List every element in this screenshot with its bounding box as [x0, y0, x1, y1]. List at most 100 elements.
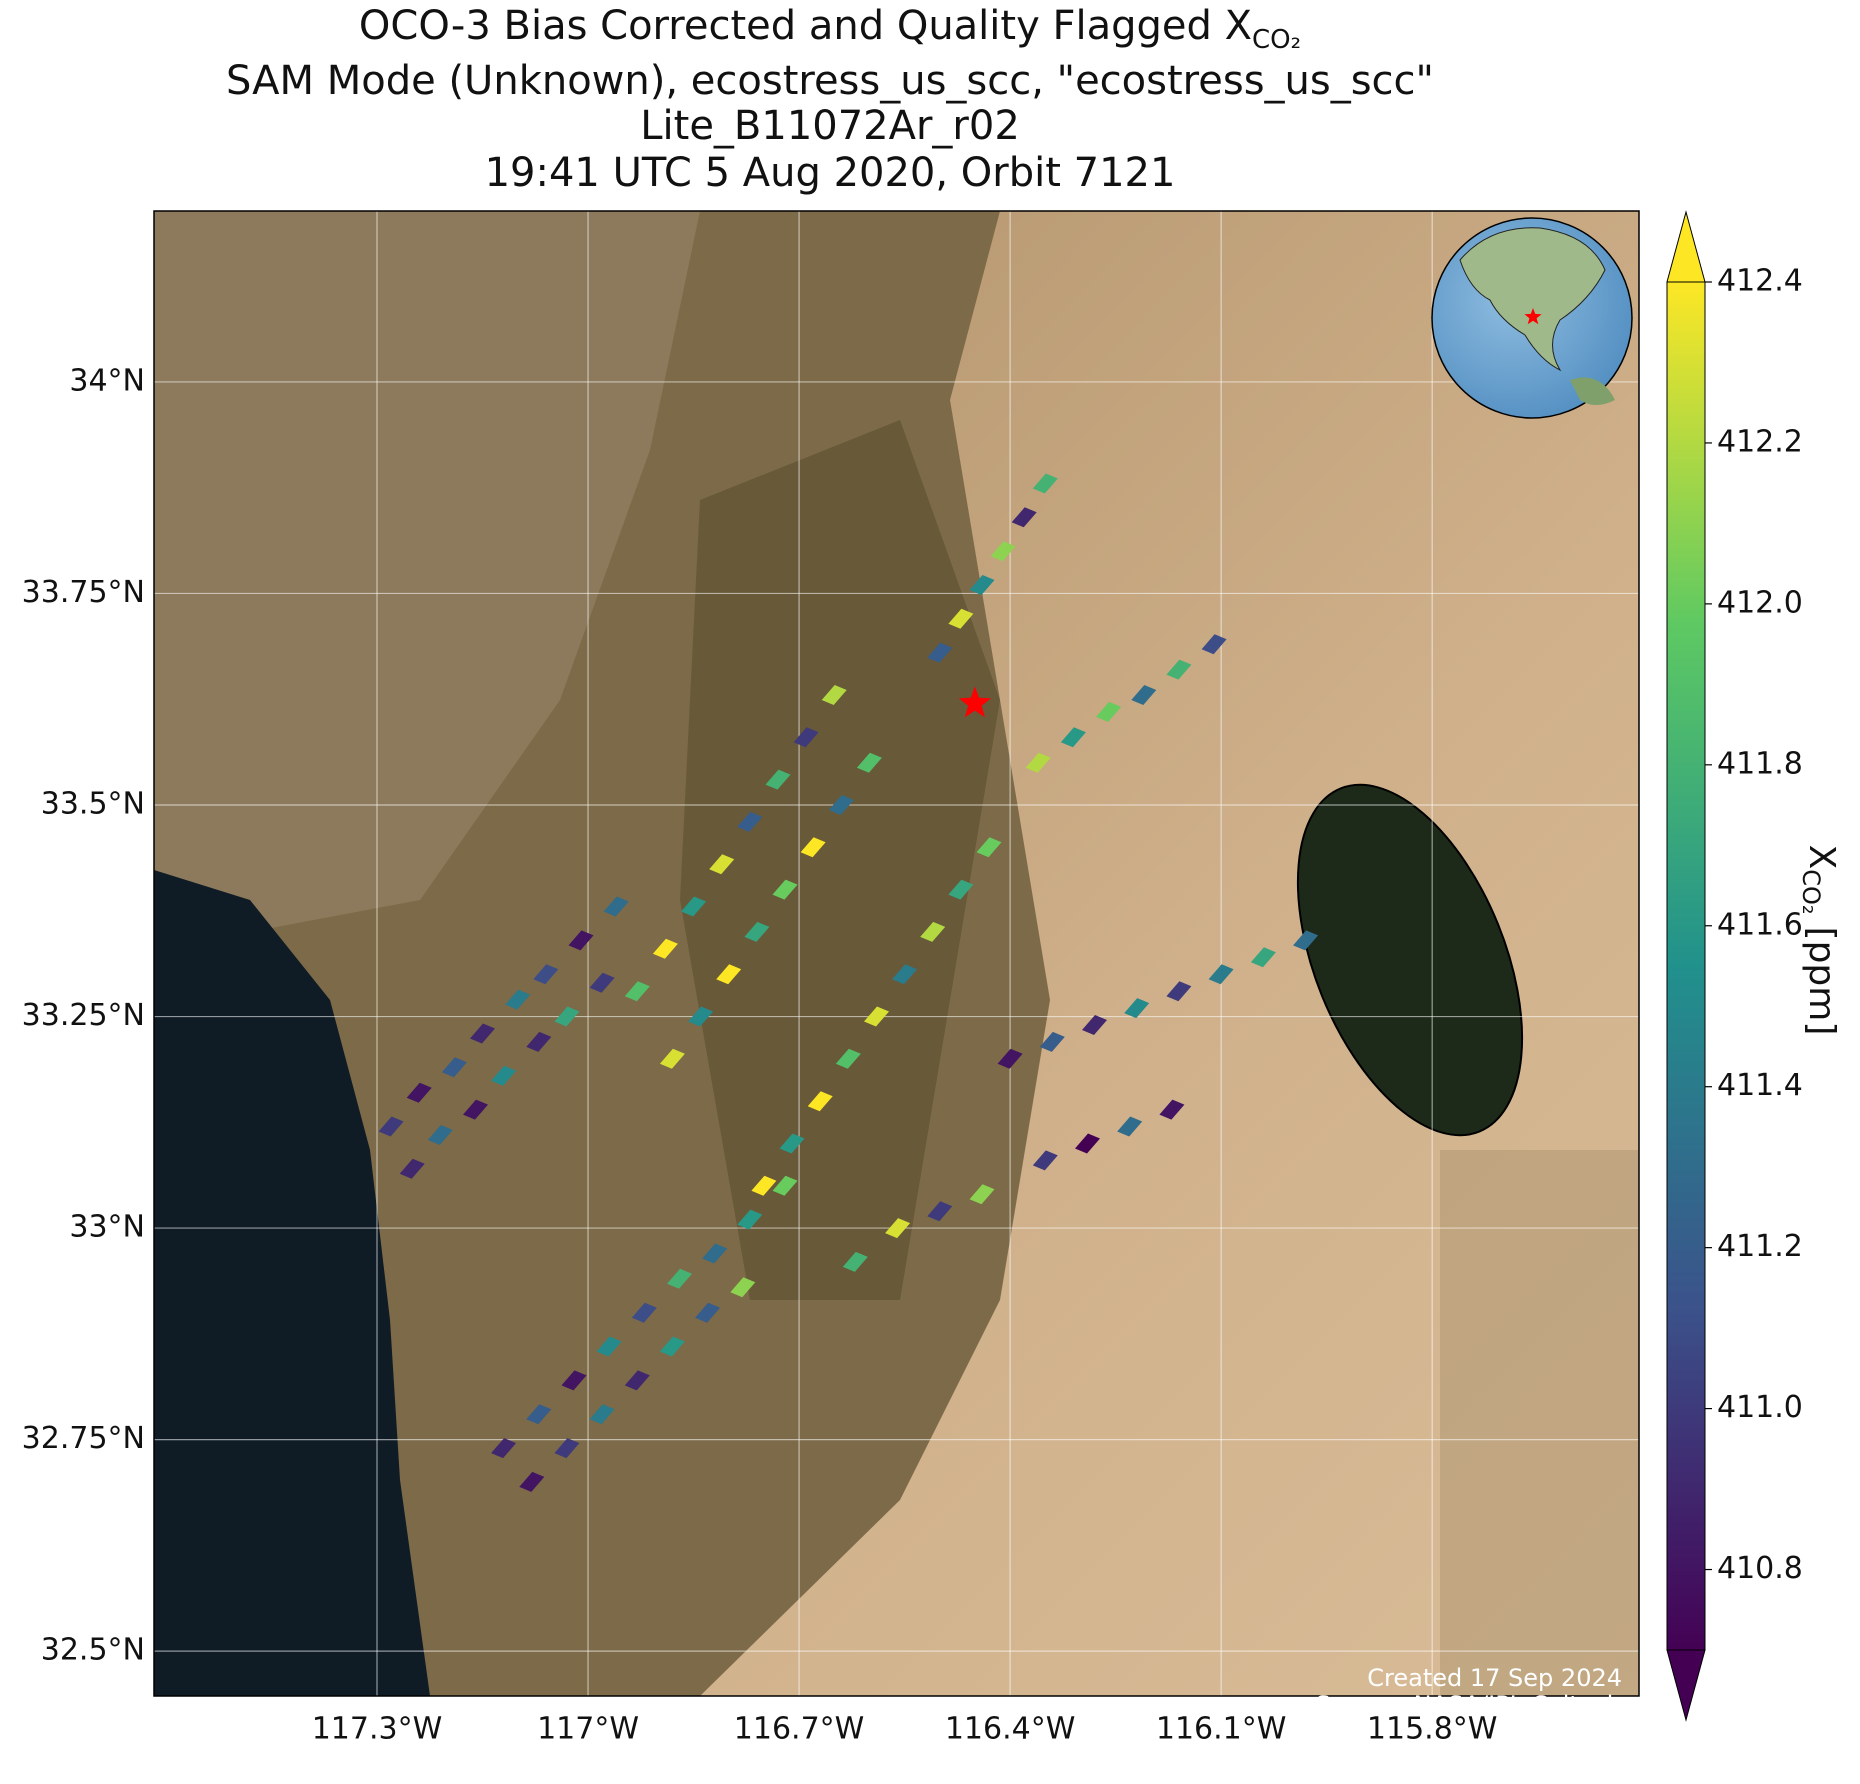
footprint [969, 575, 995, 595]
footprint [920, 921, 946, 942]
footprint [561, 1370, 587, 1391]
footprint [1131, 685, 1157, 705]
y-tick-label: 33.5°N [41, 787, 145, 822]
salton-sea [1296, 783, 1524, 1137]
footprint [1011, 507, 1037, 528]
x-tick-label: 116.4°W [945, 1712, 1076, 1747]
colorbar-tick-label: 411.4 [1717, 1068, 1803, 1103]
colorbar-tick-label: 411.2 [1717, 1229, 1803, 1264]
footprint [751, 1175, 777, 1196]
footprint [470, 1023, 495, 1044]
globe-land-south [1570, 377, 1615, 405]
footprint [631, 1302, 657, 1323]
footprint [1293, 930, 1319, 951]
footprint [716, 964, 742, 985]
footprint [1124, 998, 1150, 1019]
footprint [765, 769, 791, 790]
x-tick-label: 116.1°W [1156, 1712, 1287, 1747]
footprint [526, 1031, 552, 1052]
title-line: 19:41 UTC 5 Aug 2020, Orbit 7121 [485, 150, 1176, 196]
footprint [737, 1209, 763, 1230]
title-text: OCO-3 Bias Corrected and Quality Flagged… [359, 3, 1252, 49]
footprint [603, 896, 629, 917]
y-tick-label: 33.75°N [22, 575, 145, 610]
x-tick-label: 116.7°W [734, 1712, 865, 1747]
colorbar-tick-label: 410.8 [1717, 1551, 1803, 1586]
footprint [526, 1404, 552, 1425]
footprint [807, 1091, 833, 1112]
title-text: 19:41 UTC 5 Aug 2020, Orbit 7121 [485, 150, 1176, 196]
colorbar-label-unit: [ppm] [1801, 927, 1842, 1036]
footprint [842, 1251, 868, 1272]
footprint [1032, 473, 1058, 494]
footprint [892, 964, 918, 985]
footprint [730, 1277, 756, 1298]
globe-land [1459, 227, 1606, 372]
footprint [589, 1404, 615, 1425]
footprint [772, 879, 798, 900]
x-tick-label: 117°W [537, 1712, 639, 1747]
footprint [533, 964, 559, 985]
colorbar: 410.8 411.0 411.2 411.4 411.6 411.8 412.0 412.2… [1666, 210, 1842, 1722]
footprint [821, 685, 847, 705]
x-tick-label: 117.3°W [312, 1712, 443, 1747]
footprint [997, 1048, 1023, 1069]
colorbar-extend-min [1666, 1649, 1706, 1722]
colorbar-tick-label: 412.0 [1717, 585, 1803, 620]
footprint [399, 1158, 425, 1179]
colorbar-tick-label: 412.4 [1717, 264, 1803, 299]
footprint [519, 1471, 545, 1492]
title-line: Lite_B11072Ar_r02 [640, 103, 1020, 149]
footprint [948, 879, 974, 900]
footprint [378, 1116, 404, 1137]
colorbar-body [1666, 281, 1706, 1651]
colorbar-label-text: X [1801, 845, 1842, 870]
footprint [927, 642, 953, 663]
credit: Source: NASA/JPL-Caltech [1315, 1691, 1622, 1719]
footprint [667, 1268, 692, 1289]
y-tick-label: 33.25°N [22, 998, 145, 1033]
y-tick-label: 34°N [69, 363, 145, 398]
title-line: OCO-3 Bias Corrected and Quality Flagged… [359, 3, 1301, 55]
y-tick-label: 32.5°N [41, 1633, 145, 1668]
globe-star [1524, 308, 1542, 325]
footprint [1075, 1133, 1100, 1154]
footprint [969, 1184, 995, 1205]
footprint [1166, 659, 1192, 680]
footprint [1159, 1099, 1185, 1120]
colorbar-label: XCO₂ [ppm] [1797, 845, 1842, 1036]
footprint [702, 1243, 728, 1264]
footprint [1117, 1116, 1143, 1137]
footprint [1082, 1015, 1107, 1035]
footprint [1208, 964, 1234, 985]
urban-valley [154, 211, 700, 950]
colorbar-extend-max [1666, 210, 1706, 283]
footprint [659, 1336, 685, 1357]
colorbar-tick-label: 411.0 [1717, 1390, 1803, 1425]
footprint [779, 1133, 805, 1154]
footprint [976, 837, 1002, 858]
footprint [744, 921, 770, 942]
target-star [958, 686, 992, 718]
title-subscript: CO₂ [1252, 25, 1301, 55]
footprint [828, 795, 854, 815]
footprint [688, 1006, 714, 1027]
footprint [1250, 947, 1276, 968]
footprint [681, 896, 707, 917]
footprint [1201, 634, 1227, 655]
footprint [491, 1065, 517, 1086]
footprints [378, 473, 1319, 1492]
colorbar-tick-label: 411.6 [1717, 907, 1803, 942]
ranges [680, 420, 1000, 1300]
footprint [624, 981, 650, 1002]
footprint [800, 837, 826, 858]
axes: 117.3°W 117°W 116.7°W 116.4°W 116.1°W 115.8°W… [22, 363, 1498, 1746]
footprint [772, 1175, 798, 1196]
farmland [1440, 1150, 1639, 1696]
footprint [835, 1048, 861, 1069]
footprint [659, 1048, 685, 1069]
footprint [427, 1125, 453, 1145]
footprint [695, 1302, 721, 1323]
title-text: SAM Mode (Unknown), ecostress_us_scc, "e… [226, 58, 1434, 104]
